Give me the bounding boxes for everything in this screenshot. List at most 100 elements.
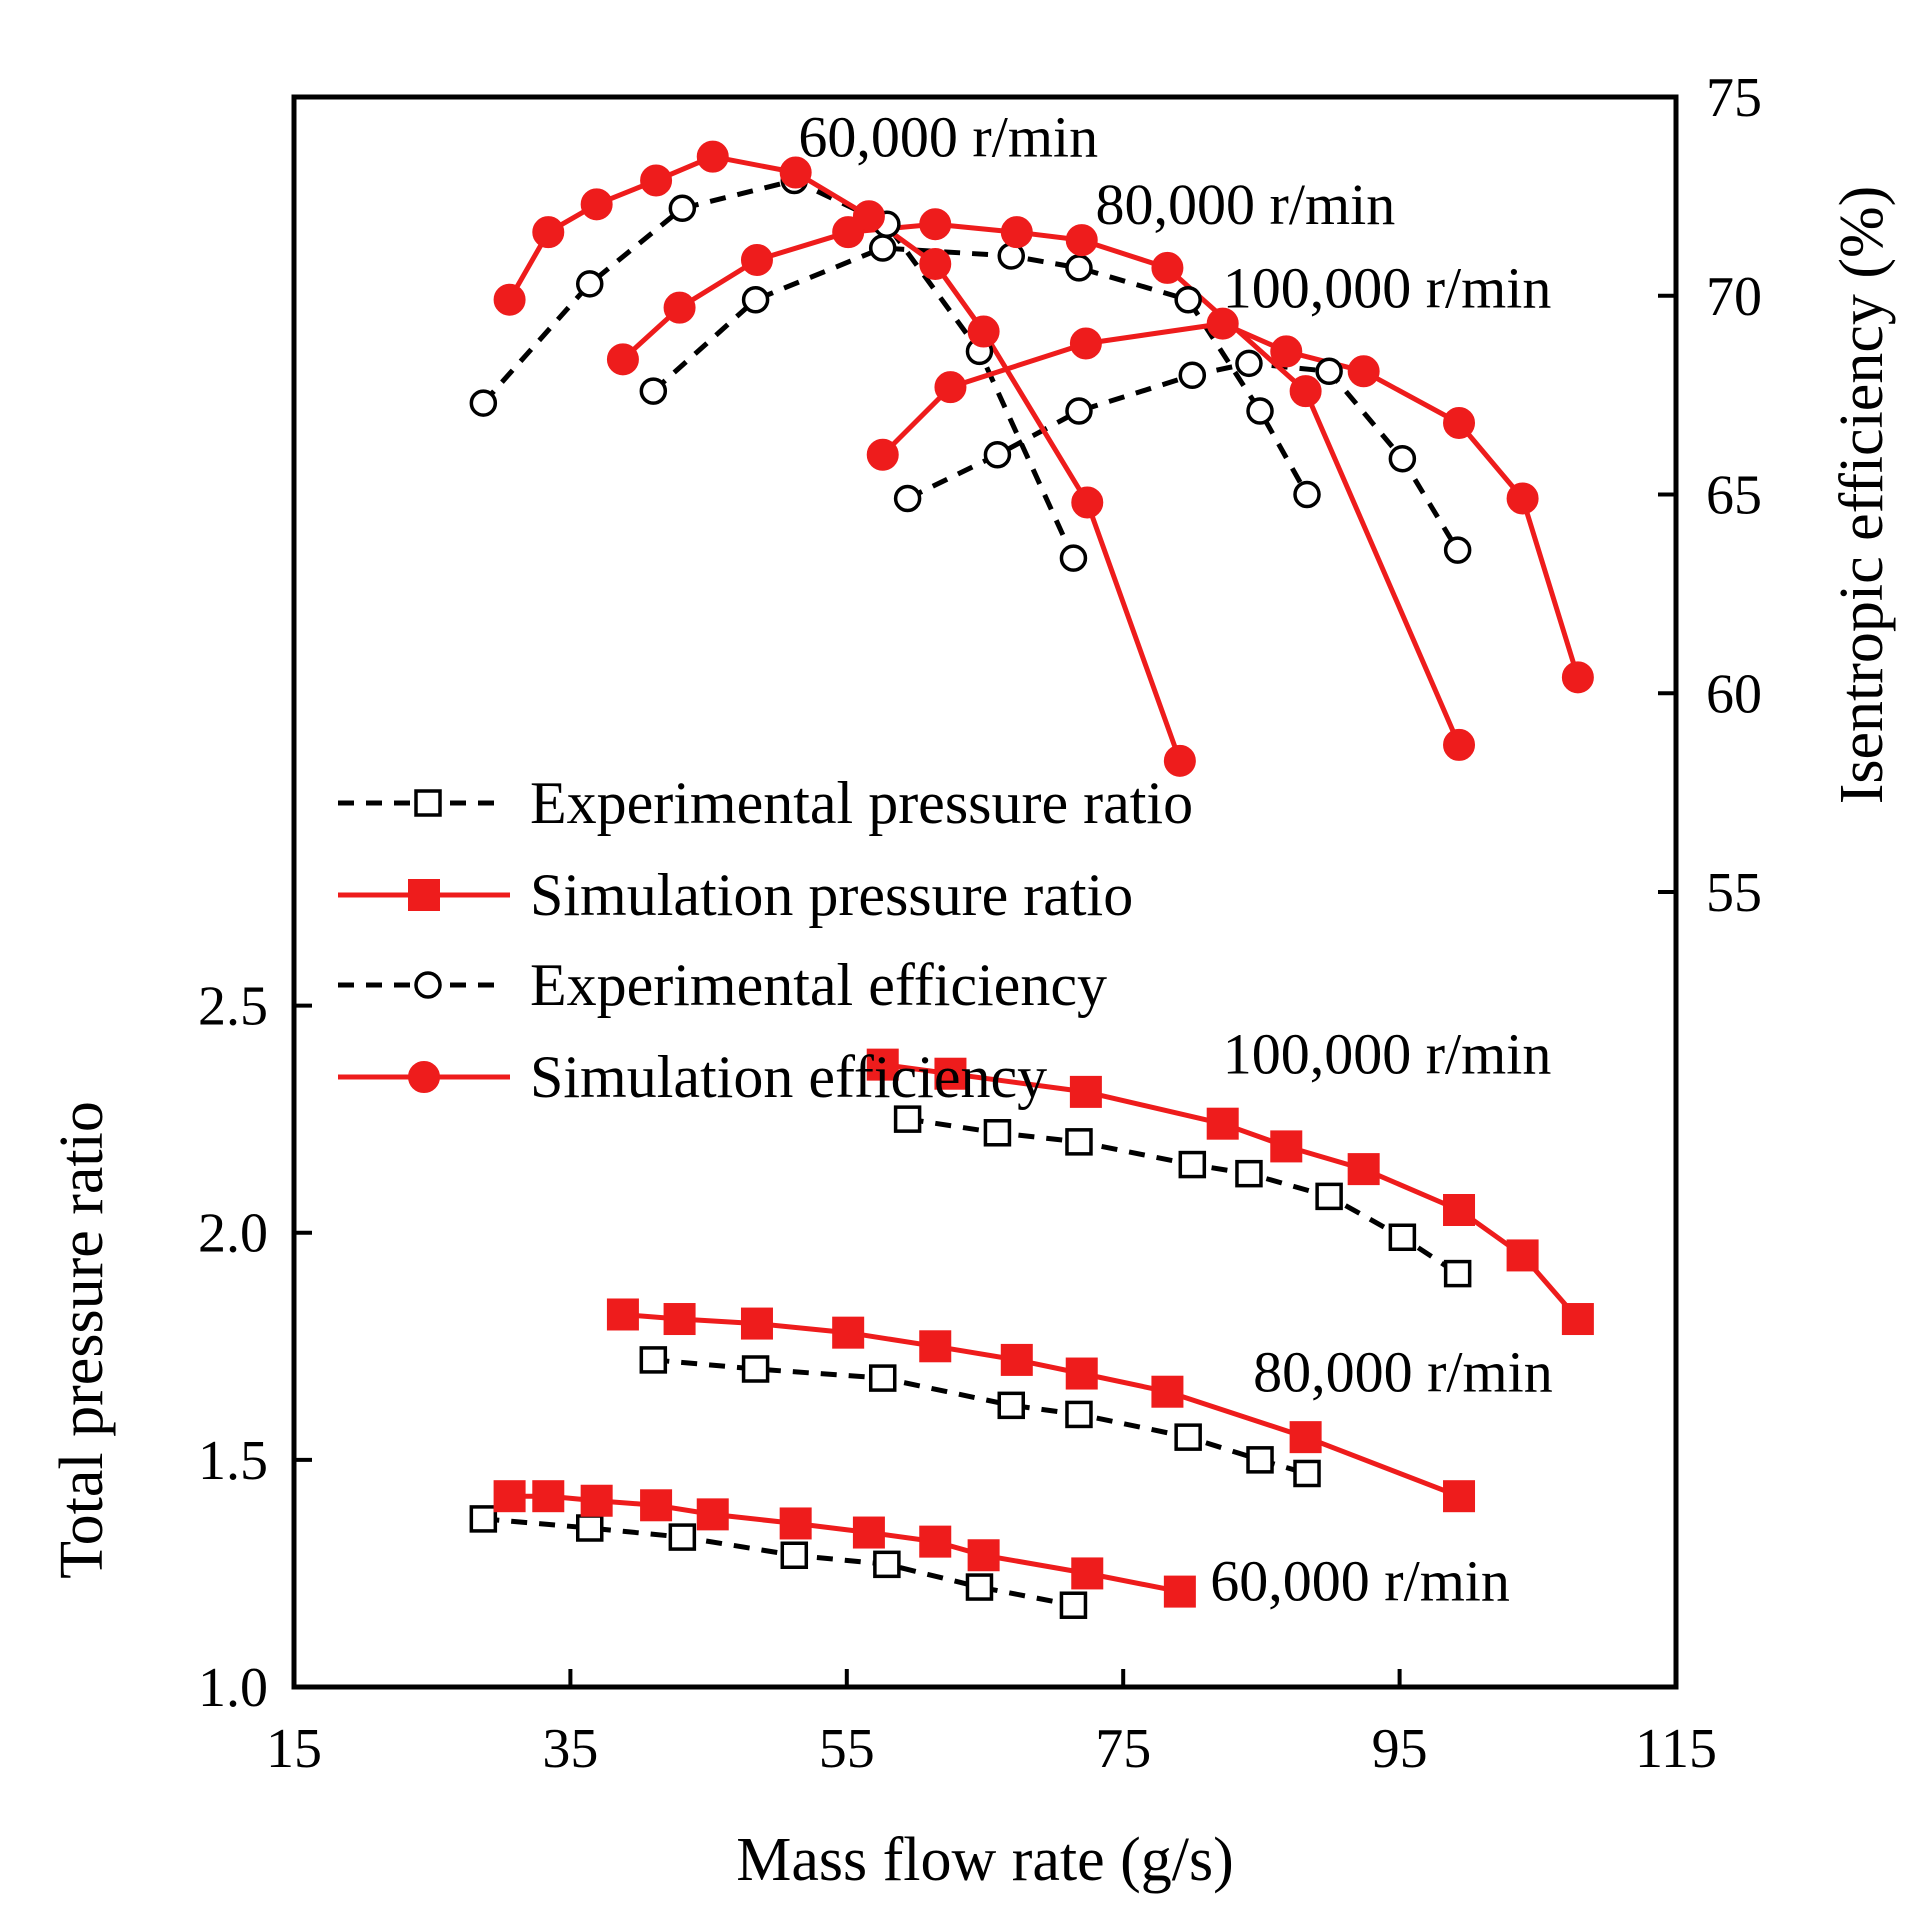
simulation-pressure-ratio-60-000-r-min-point [967, 1539, 1000, 1572]
simulation-efficiency-80-000-r-min-point [1000, 216, 1033, 249]
simulation-efficiency-100-000-r-min-point [1347, 355, 1380, 388]
experimental-pressure-ratio-60-000-r-min-point [780, 1541, 809, 1570]
y-left-tick-label: 2.5 [198, 976, 268, 1038]
experimental-efficiency-80-000-r-min-point [1293, 480, 1321, 509]
experimental-pressure-ratio-100-000-r-min-point [1235, 1159, 1263, 1188]
simulation-pressure-ratio-100-000-r-min-point [934, 1057, 967, 1090]
simulation-efficiency-100-000-r-min-point [1506, 482, 1539, 515]
experimental-pressure-ratio-100-000-r-min-line [907, 1116, 1459, 1276]
experimental-pressure-ratio-60-000-r-min-point [873, 1550, 901, 1579]
simulation-efficiency-60-000-r-min-point [919, 247, 952, 280]
experimental-pressure-ratio-60-000-r-min-point [668, 1523, 697, 1551]
simulation-efficiency-80-000-r-min-point [1151, 251, 1184, 284]
simulation-efficiency-80-000-r-min-point [832, 216, 865, 249]
x-tick-label: 95 [1372, 1718, 1428, 1780]
experimental-efficiency-80-000-r-min-point [1174, 285, 1202, 314]
simulation-efficiency-100-000-r-min-point [1069, 327, 1102, 360]
experimental-pressure-ratio-80-000-r-min-point [1246, 1446, 1274, 1474]
legend-entry-exp-pressure: Experimental pressure ratio [338, 770, 1193, 836]
label-80k-efficiency: 80,000 r/min [1096, 172, 1396, 237]
legend-entry-sim-pressure: Simulation pressure ratio [338, 862, 1133, 928]
simulation-pressure-ratio-60-000-r-min-point [1163, 1575, 1196, 1608]
simulation-efficiency-80-000-r-min-point [919, 208, 952, 241]
simulation-pressure-ratio-100-000-r-min-point [1069, 1075, 1102, 1108]
experimental-efficiency-100-000-r-min-point [893, 484, 922, 513]
simulation-pressure-ratio-80-000-r-min-point [1151, 1375, 1184, 1408]
experimental-efficiency-60-000-r-min-point [575, 270, 604, 298]
legend-entry-exp-efficiency: Experimental efficiency [338, 952, 1107, 1018]
simulation-pressure-ratio-100-000-r-min-point [1561, 1303, 1594, 1336]
y-right-tick-label: 55 [1706, 862, 1762, 924]
simulation-pressure-ratio-80-000-r-min-point [1443, 1480, 1476, 1513]
simulation-pressure-ratio-100-000-r-min-point [1270, 1130, 1303, 1163]
experimental-pressure-ratio-80-000-r-min-point [868, 1364, 897, 1392]
experimental-pressure-ratio-100-000-r-min-point [1315, 1182, 1343, 1211]
simulation-pressure-ratio-60-000-r-min-point [493, 1480, 526, 1513]
simulation-pressure-ratio-80-000-r-min-point [740, 1307, 773, 1340]
simulation-efficiency-60-000-r-min-point [640, 164, 673, 197]
legend: Experimental pressure ratio Simulation p… [338, 770, 1193, 1110]
legend-label-sim-efficiency: Simulation efficiency [530, 1044, 1047, 1110]
legend-marker-sim-pressure [408, 879, 440, 911]
simulation-efficiency-100-000-r-min-point [1561, 661, 1594, 694]
simulation-efficiency-100-000-r-min-point [1443, 406, 1476, 439]
experimental-pressure-ratio-80-000-r-min-point [997, 1391, 1026, 1420]
simulation-pressure-ratio-60-000-r-min-point [696, 1498, 729, 1531]
experimental-pressure-ratio-100-000-r-min-point [1178, 1150, 1207, 1179]
simulation-pressure-ratio-80-000-r-min-line [622, 1312, 1460, 1499]
experimental-efficiency-100-000-r-min-point [1388, 444, 1417, 473]
y-axis-title-left: Total pressure ratio [48, 1101, 116, 1579]
simulation-pressure-ratio-60-000-r-min-point [640, 1489, 673, 1522]
simulation-efficiency-60-000-r-min-point [1071, 486, 1104, 519]
simulation-pressure-ratio-100-000-r-min-point [1443, 1194, 1476, 1226]
experimental-pressure-ratio-100-000-r-min-point [893, 1105, 922, 1133]
experimental-efficiency-80-000-r-min-line [651, 245, 1310, 496]
y-right-tick-label: 60 [1706, 663, 1762, 725]
experimental-efficiency-80-000-r-min-point [639, 377, 668, 405]
axis-ticks [292, 95, 1678, 1689]
y-right-tick-label: 75 [1706, 67, 1762, 129]
simulation-efficiency-80-000-r-min-point [663, 291, 696, 324]
experimental-pressure-ratio-80-000-r-min-point [741, 1355, 770, 1383]
x-tick-label: 115 [1635, 1718, 1717, 1780]
experimental-efficiency-100-000-r-min-point [1315, 357, 1343, 386]
simulation-efficiency-80-000-r-min-point [1065, 224, 1098, 257]
simulation-pressure-ratio-60-000-r-min-point [779, 1507, 812, 1540]
simulation-pressure-ratio-80-000-r-min-point [1289, 1421, 1322, 1454]
experimental-pressure-ratio-80-000-r-min-point [639, 1346, 668, 1374]
legend-marker-exp-pressure [414, 789, 442, 817]
legend-label-sim-pressure: Simulation pressure ratio [530, 862, 1133, 928]
x-axis-title: Mass flow rate (g/s) [736, 1826, 1234, 1894]
simulation-efficiency-80-000-r-min-point [606, 343, 639, 376]
simulation-efficiency-100-000-r-min-point [934, 371, 967, 404]
label-100k-pressure: 100,000 r/min [1223, 1022, 1552, 1087]
simulation-pressure-ratio-80-000-r-min-point [832, 1316, 865, 1349]
experimental-efficiency-100-000-r-min-line [906, 360, 1460, 552]
experimental-efficiency-80-000-r-min-point [868, 234, 897, 262]
experimental-pressure-ratio-60-000-r-min-point [469, 1505, 498, 1533]
simulation-pressure-ratio-60-000-r-min-point [532, 1480, 565, 1513]
label-80k-pressure: 80,000 r/min [1253, 1340, 1553, 1405]
simulation-pressure-ratio-60-000-r-min-point [852, 1516, 885, 1549]
experimental-pressure-ratio-100-000-r-min-point [1065, 1128, 1093, 1156]
simulation-efficiency-60-000-r-min-point [580, 188, 613, 221]
legend-label-exp-pressure: Experimental pressure ratio [530, 770, 1193, 836]
experimental-efficiency-80-000-r-min-point [1065, 254, 1093, 282]
y-right-tick-label: 70 [1706, 266, 1762, 328]
experimental-efficiency-60-000-r-min-point [469, 389, 498, 417]
experimental-efficiency-100-000-r-min-point [1065, 397, 1093, 425]
experimental-pressure-ratio-80-000-r-min-point [1174, 1423, 1202, 1451]
legend-marker-sim-efficiency [408, 1061, 440, 1093]
series-markers [469, 140, 1594, 1619]
simulation-efficiency-60-000-r-min-point [779, 156, 812, 189]
experimental-efficiency-100-000-r-min-point [983, 441, 1012, 469]
simulation-efficiency-60-000-r-min-point [967, 315, 1000, 348]
experimental-efficiency-80-000-r-min-point [1246, 397, 1274, 425]
y-axis-title-right: Isentropic efficiency (%) [1828, 186, 1896, 805]
experimental-pressure-ratio-100-000-r-min-point [983, 1119, 1012, 1147]
experimental-pressure-ratio-100-000-r-min-point [1388, 1223, 1417, 1252]
simulation-pressure-ratio-60-000-r-min-point [919, 1525, 952, 1558]
experimental-efficiency-60-000-r-min-point [1059, 544, 1088, 572]
